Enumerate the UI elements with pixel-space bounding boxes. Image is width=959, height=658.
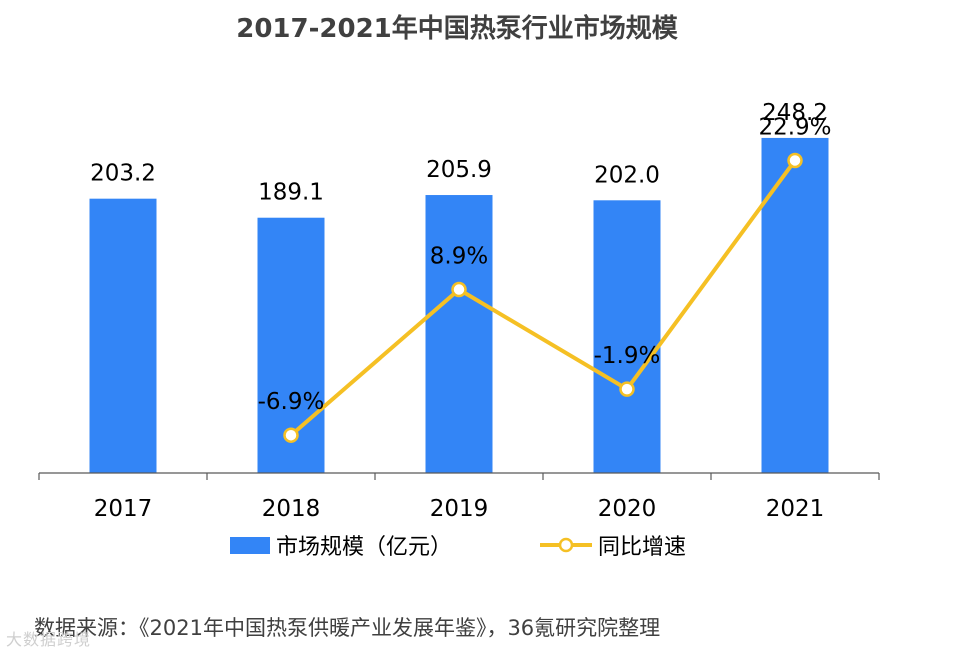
legend-item-bar: 市场规模（亿元） (230, 529, 452, 561)
bar-2021 (761, 137, 829, 473)
bar-value-label-2020: 202.0 (594, 162, 660, 188)
bar-value-label-2021: 248.2 (762, 100, 828, 126)
watermark: 大数据跨境 (6, 630, 92, 649)
bar-value-label-2019: 205.9 (426, 157, 492, 183)
source-note: 数据来源：《2021年中国热泵供暖产业发展年鉴》，36氪研究院整理 (34, 616, 661, 640)
chart-plot-area: 2017 2018 2019 2020 2021 203.2 189.1 205.9 202.… (38, 100, 880, 522)
growth-point-2020 (619, 381, 635, 397)
legend-bar-label: 市场规模（亿元） (276, 535, 453, 560)
growth-value-label-2019: 8.9% (430, 244, 488, 270)
growth-value-label-2018: -6.9% (258, 389, 325, 415)
legend-bar-swatch (230, 536, 270, 554)
x-tick-label-2021: 2021 (766, 496, 825, 522)
x-axis: 2017 2018 2019 2020 2021 (38, 472, 880, 522)
x-tick-label-2018: 2018 (262, 496, 321, 522)
bar-value-label-2017: 203.2 (90, 161, 156, 187)
bar-2019 (425, 195, 493, 473)
legend: 市场规模（亿元） 同比增速 (230, 528, 686, 562)
bars-layer (89, 137, 829, 474)
x-tick-label-2020: 2020 (598, 496, 657, 522)
bar-2017 (89, 198, 157, 473)
legend-line-swatch (540, 537, 593, 553)
growth-point-2019 (451, 281, 467, 298)
growth-value-label-2021: 22.9% (758, 114, 831, 140)
data-labels-layer: 203.2 189.1 205.9 202.0 248.2 -6.9% 8.9% -1.9% 2… (90, 100, 831, 415)
growth-value-label-2020: -1.9% (594, 343, 661, 369)
growth-line (289, 159, 797, 437)
legend-line-label: 同比增速 (598, 535, 687, 560)
bar-value-label-2018: 189.1 (258, 180, 324, 206)
chart-title: 2017-2021年中国热泵行业市场规模 (236, 14, 678, 44)
bar-2020 (593, 200, 661, 474)
growth-line-layer (283, 152, 803, 443)
x-tick-label-2019: 2019 (430, 496, 489, 522)
growth-point-2021 (787, 152, 803, 169)
x-tick-label-2017: 2017 (94, 496, 153, 522)
growth-point-2018 (283, 427, 299, 443)
legend-item-line: 同比增速 (540, 529, 686, 561)
